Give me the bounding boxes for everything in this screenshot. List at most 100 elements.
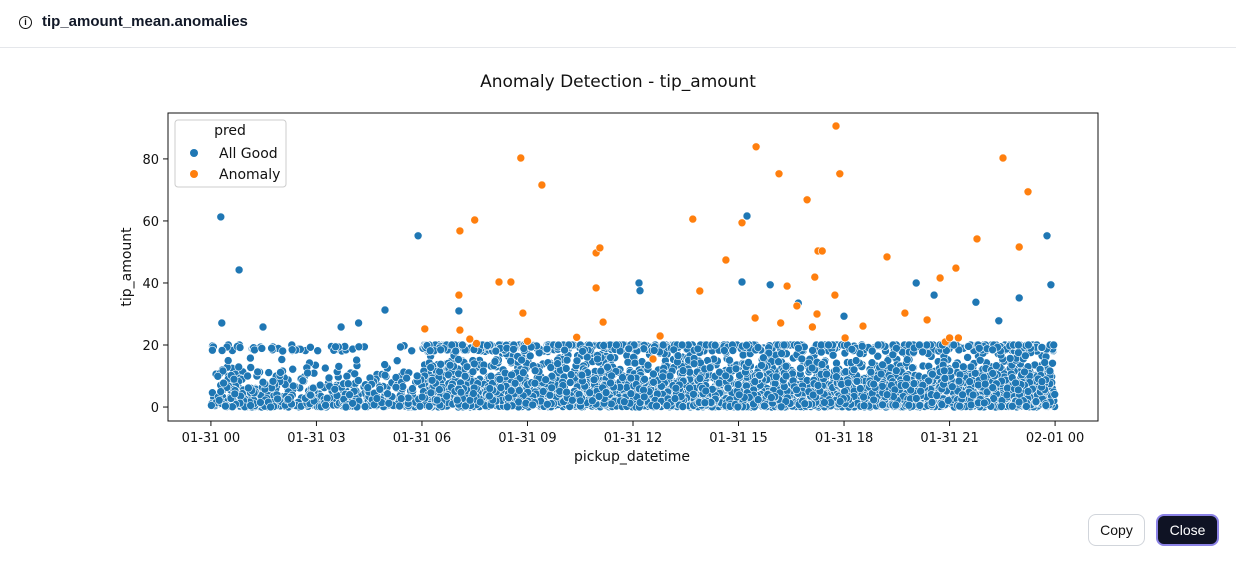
point-all-good: [1037, 377, 1047, 386]
point-all-good: [234, 362, 243, 372]
point-all-good: [442, 391, 452, 401]
point-all-good: [461, 401, 470, 411]
point-all-good: [939, 366, 949, 376]
point-all-good: [759, 353, 768, 363]
point-all-good: [949, 340, 959, 350]
point-all-good: [288, 381, 298, 391]
point-all-good: [624, 344, 634, 354]
point-all-good: [626, 373, 636, 383]
point-all-good: [851, 356, 861, 365]
point-all-good: [1020, 367, 1029, 377]
point-all-good: [258, 377, 268, 387]
point-all-good: [1005, 354, 1015, 363]
point-all-good: [250, 345, 259, 355]
info-icon: i: [19, 16, 32, 29]
point-all-good: [208, 388, 217, 398]
point-all-good: [738, 350, 748, 360]
point-all-good: [794, 343, 803, 353]
point-all-good: [313, 346, 323, 356]
point-all-good: [435, 367, 444, 376]
point-all-good: [375, 384, 385, 394]
point-all-good: [235, 343, 245, 352]
point-all-good: [1040, 358, 1049, 367]
point-all-good: [677, 340, 687, 350]
point-all-good: [902, 355, 912, 364]
point-all-good: [221, 401, 230, 411]
point-all-good: [542, 344, 552, 354]
point-all-good: [324, 373, 334, 383]
point-all-good: [725, 355, 734, 365]
point-all-good: [391, 373, 401, 382]
point-all-good: [585, 388, 595, 398]
point-all-good: [593, 354, 602, 364]
point-all-good: [808, 346, 817, 355]
point-all-good: [964, 342, 973, 351]
point-all-good: [774, 357, 783, 367]
point-all-good: [720, 346, 729, 355]
point-all-good: [669, 345, 679, 355]
point-all-good: [541, 375, 551, 385]
point-all-good: [678, 366, 688, 375]
point-all-good: [407, 346, 417, 356]
point-all-good: [546, 363, 556, 372]
chart-title: Anomaly Detection - tip_amount: [480, 72, 756, 92]
point-all-good: [797, 354, 807, 364]
point-all-good: [490, 357, 500, 366]
point-all-good: [878, 360, 887, 370]
point-all-good: [904, 400, 914, 410]
point-all-good: [264, 368, 274, 377]
point-all-good: [1045, 366, 1055, 376]
point-all-good: [1023, 387, 1033, 396]
point-all-good: [599, 341, 609, 350]
point-all-good: [643, 360, 653, 370]
point-all-good: [991, 361, 1001, 371]
point-all-good: [852, 376, 862, 386]
point-all-good: [822, 369, 831, 379]
point-all-good: [891, 400, 901, 410]
points-layer: [207, 121, 1060, 412]
point-all-good: [922, 340, 932, 350]
point-all-good: [454, 355, 463, 364]
point-all-good: [246, 353, 255, 363]
point-all-good: [873, 351, 883, 361]
point-all-good: [452, 395, 462, 405]
point-all-good: [483, 341, 492, 350]
point-all-good: [363, 383, 373, 392]
point-all-good: [402, 373, 411, 383]
point-all-good: [506, 386, 516, 396]
point-all-good: [908, 363, 917, 373]
point-all-good: [640, 374, 649, 384]
point-all-good: [753, 343, 763, 352]
point-all-good: [578, 346, 587, 356]
point-all-good: [603, 362, 612, 372]
point-all-good: [816, 347, 826, 357]
point-all-good: [207, 401, 216, 410]
point-all-good: [435, 385, 444, 394]
point-all-good: [219, 378, 228, 388]
dialog-title: tip_amount_mean.anomalies: [42, 13, 248, 30]
point-all-good: [334, 362, 344, 371]
point-all-good: [813, 381, 823, 390]
point-all-good: [808, 390, 818, 400]
point-all-good: [244, 383, 253, 393]
point-all-good: [728, 346, 738, 355]
point-all-good: [553, 359, 562, 368]
point-all-good: [779, 340, 789, 350]
point-all-good: [955, 401, 964, 411]
point-all-good: [607, 371, 616, 381]
point-all-good: [824, 340, 833, 350]
point-all-good: [315, 380, 325, 390]
point-all-good: [873, 340, 883, 350]
point-all-good: [343, 379, 353, 389]
point-all-good: [396, 394, 406, 403]
point-all-good: [341, 402, 351, 412]
point-all-good: [693, 344, 703, 354]
point-all-good: [243, 371, 252, 381]
point-all-good: [462, 362, 472, 372]
point-all-good: [832, 372, 841, 382]
point-all-good: [891, 366, 901, 376]
point-all-good: [331, 342, 340, 352]
point-all-good: [1014, 340, 1023, 350]
point-all-good: [396, 342, 405, 352]
